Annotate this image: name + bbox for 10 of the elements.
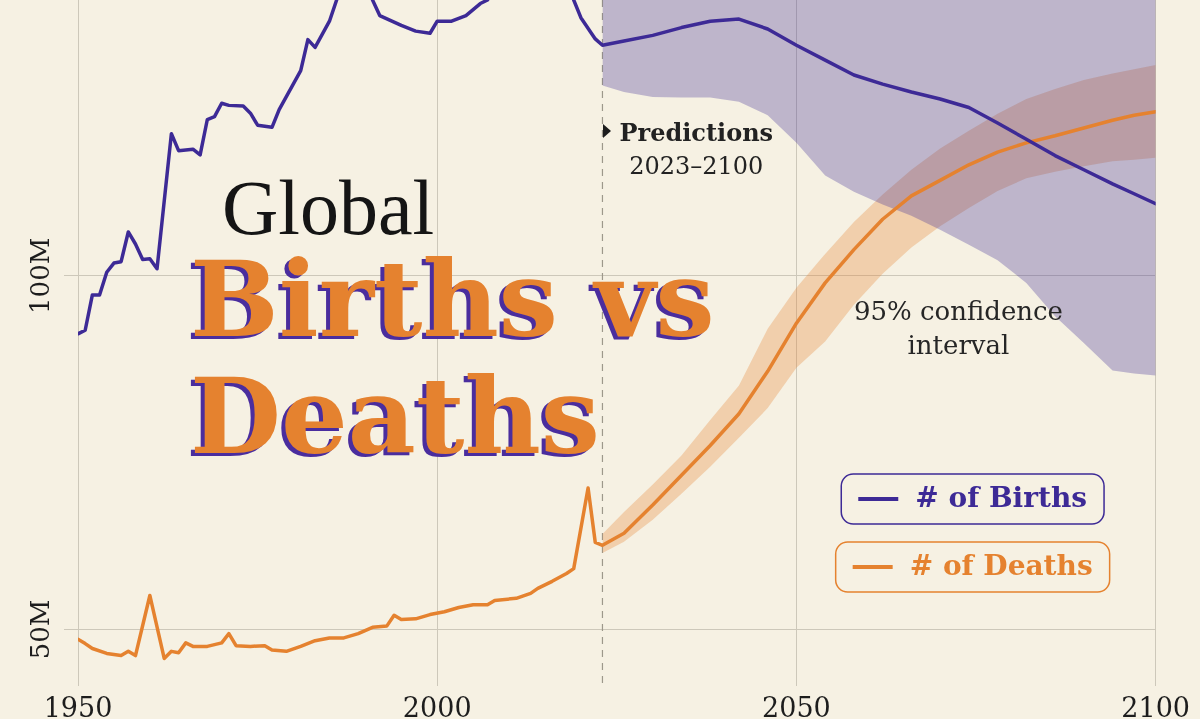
x-tick-label: 2000 [402,691,472,719]
legend-label: # of Deaths [909,549,1093,583]
x-tick-label: 2100 [1121,691,1190,719]
ref-line-label: Predictions 2023–2100 [619,118,774,180]
annotation: 95% confidence interval [853,295,1063,360]
x-tick-label: 1950 [43,691,113,719]
legend-label: # of Births [915,481,1088,515]
y-tick-label: 100M [24,237,55,314]
y-tick-label: 50M [24,599,55,660]
x-tick-label: 2050 [762,691,831,719]
